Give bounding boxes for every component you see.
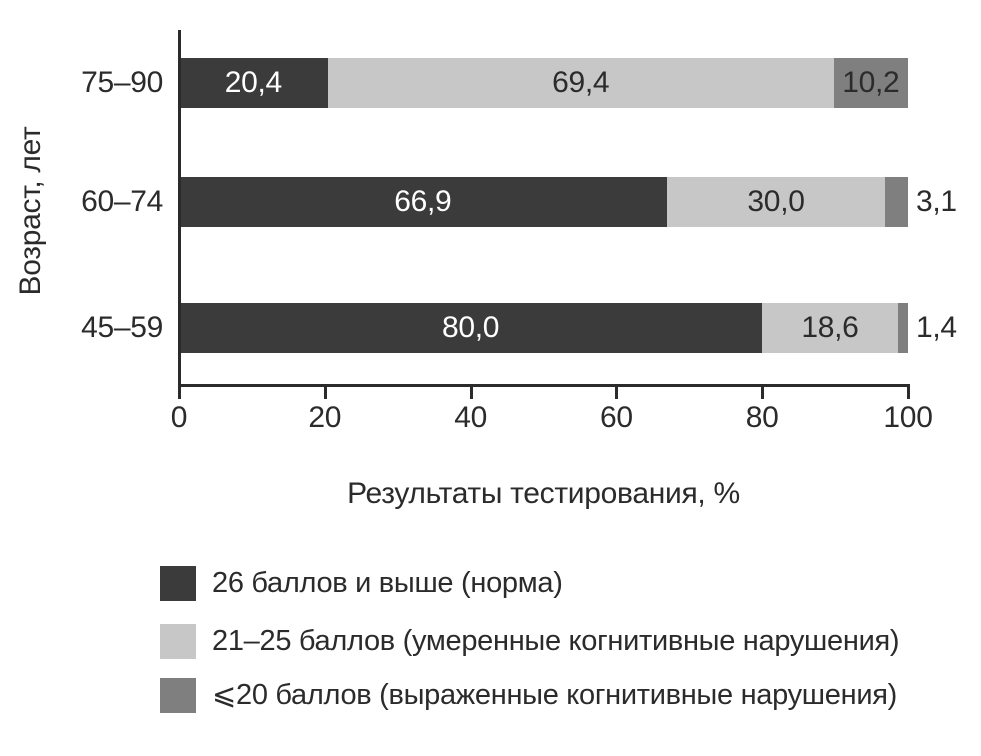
bar-value-label: 1,4	[916, 311, 957, 344]
x-axis-title: Результаты тестирования, %	[347, 477, 740, 510]
legend-swatch-series3	[160, 678, 196, 713]
category-label: 60–74	[81, 185, 163, 218]
bar-value-label: 80,0	[441, 311, 500, 344]
legend-label-series2: 21–25 баллов (умеренные когнитивные нару…	[212, 625, 900, 657]
legend-swatch-series1	[160, 566, 196, 601]
x-tick-label: 0	[170, 401, 188, 434]
legend-label-series3: ⩽20 баллов (выраженные когнитивные наруш…	[212, 679, 897, 711]
bar-segment-series1	[179, 303, 763, 353]
x-tick	[615, 387, 619, 399]
bar-value-label: 66,9	[394, 185, 452, 218]
x-axis-line	[178, 384, 910, 387]
x-tick	[323, 387, 327, 399]
y-axis-line	[178, 30, 181, 387]
bar-segment-series3	[885, 177, 908, 227]
category-label: 75–90	[81, 66, 163, 99]
bar-segment-series2	[762, 303, 898, 353]
bar-segment-series2	[327, 58, 834, 108]
bar-value-label: 30,0	[747, 185, 805, 218]
legend-swatch-series2	[160, 624, 196, 659]
legend-label-series1: 26 баллов и выше (норма)	[212, 567, 563, 599]
bar-segment-series1	[179, 177, 667, 227]
x-tick-label: 60	[600, 401, 633, 434]
bar-value-label: 18,6	[801, 311, 859, 344]
x-tick	[761, 387, 765, 399]
x-tick-label: 40	[454, 401, 487, 434]
x-tick	[469, 387, 473, 399]
bar-segment-series3	[897, 303, 908, 353]
bar-value-label: 10,2	[842, 66, 900, 99]
x-tick	[907, 387, 910, 399]
bar-value-label: 69,4	[552, 66, 610, 99]
category-label: 45–59	[81, 311, 163, 344]
bar-segment-series3	[833, 58, 908, 108]
x-tick-label: 20	[308, 401, 342, 434]
x-tick	[178, 387, 181, 399]
x-tick-label: 100	[883, 401, 933, 434]
x-tick-label: 80	[745, 401, 779, 434]
bar-value-label: 20,4	[224, 66, 283, 99]
bar-value-label: 3,1	[916, 185, 957, 218]
bar-segment-series2	[666, 177, 886, 227]
bar-segment-series1	[179, 58, 328, 108]
